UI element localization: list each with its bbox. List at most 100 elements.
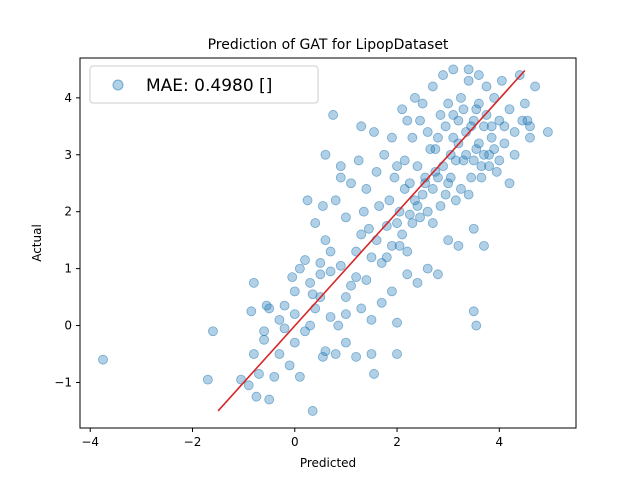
- x-tick-label: 0: [291, 435, 299, 449]
- scatter-point: [289, 309, 300, 320]
- scatter-point: [399, 155, 410, 166]
- scatter-point: [340, 337, 351, 348]
- scatter-point: [294, 371, 305, 382]
- y-tick-label: 0: [64, 319, 72, 333]
- scatter-point: [340, 309, 351, 320]
- scatter-point: [264, 394, 275, 405]
- scatter-point: [427, 218, 438, 228]
- scatter-point: [440, 189, 451, 200]
- legend-marker: [112, 79, 124, 91]
- scatter-point: [335, 260, 346, 271]
- y-tick-label: 3: [64, 148, 72, 162]
- scatter-point: [248, 277, 259, 288]
- scatter-point: [330, 349, 341, 359]
- scatter-point: [371, 166, 382, 177]
- scatter-point: [458, 104, 469, 115]
- legend: MAE: 0.4980 []: [89, 65, 319, 104]
- scatter-point: [468, 155, 479, 166]
- scatter-point: [402, 246, 413, 257]
- scatter-point: [335, 161, 346, 172]
- scatter-point: [361, 184, 372, 194]
- scatter-point: [476, 172, 487, 183]
- scatter-point: [381, 252, 392, 263]
- scatter-point: [366, 252, 377, 263]
- scatter-point: [486, 121, 497, 132]
- scatter-point: [456, 92, 466, 103]
- y-tick-label: 2: [64, 205, 72, 219]
- scatter-point: [371, 235, 382, 246]
- scatter-point: [453, 115, 464, 126]
- scatter-point: [435, 110, 446, 120]
- scatter-point: [320, 235, 331, 246]
- scatter-point: [525, 132, 535, 143]
- scatter-point: [317, 201, 328, 211]
- scatter-point: [287, 272, 298, 283]
- x-tick-label: −2: [184, 435, 202, 449]
- scatter-point: [402, 269, 413, 280]
- scatter-point: [445, 172, 456, 183]
- scatter-point: [491, 166, 502, 177]
- y-axis-ticks: −1 0 1 2 3 4: [54, 91, 80, 389]
- scatter-point: [463, 75, 474, 86]
- scatter-point: [394, 240, 405, 251]
- scatter-point: [259, 326, 269, 337]
- scatter-point: [517, 115, 528, 126]
- scatter-point: [208, 326, 218, 337]
- scatter-point: [325, 246, 336, 257]
- scatter-point: [243, 380, 254, 391]
- scatter-point: [254, 369, 264, 379]
- scatter-point: [481, 81, 492, 92]
- legend-label: MAE: 0.4980 []: [146, 76, 272, 96]
- scatter-point: [494, 155, 505, 166]
- scatter-point: [356, 303, 367, 314]
- scatter-point: [499, 121, 510, 132]
- scatter-point: [496, 75, 507, 86]
- scatter-point: [479, 240, 489, 251]
- scatter-point: [402, 115, 413, 126]
- scatter-point: [509, 149, 520, 160]
- scatter-point: [443, 98, 454, 109]
- scatter-point: [461, 149, 471, 160]
- scatter-point: [404, 209, 415, 220]
- scatter-point: [340, 212, 351, 223]
- scatter-point: [440, 121, 451, 132]
- x-tick-label: 2: [393, 435, 401, 449]
- scatter-point: [410, 195, 420, 206]
- scatter-point: [450, 155, 461, 166]
- scatter-point: [374, 201, 385, 211]
- scatter-point: [479, 121, 489, 132]
- x-axis-label: Predicted: [300, 456, 356, 470]
- scatter-point: [430, 144, 441, 154]
- scatter-point: [463, 64, 474, 75]
- scatter-point: [473, 98, 484, 109]
- scatter-point: [300, 255, 310, 265]
- scatter-point: [389, 172, 400, 183]
- scatter-point: [415, 115, 425, 126]
- scatter-point: [381, 221, 392, 231]
- scatter-point: [387, 132, 397, 143]
- scatter-point: [353, 155, 364, 166]
- scatter-point: [427, 184, 438, 194]
- scatter-point: [476, 161, 487, 172]
- scatter-point: [392, 161, 402, 172]
- scatter-point: [251, 391, 262, 402]
- scatter-point: [307, 289, 318, 300]
- fit-line: [217, 69, 526, 412]
- scatter-point: [422, 127, 433, 137]
- scatter-point: [427, 81, 438, 92]
- scatter-point: [525, 121, 535, 132]
- scatter-point: [274, 314, 285, 325]
- scatter-point: [486, 132, 497, 143]
- chart-title: Prediction of GAT for LipopDataset: [208, 37, 449, 53]
- scatter-point: [366, 314, 377, 325]
- scatter-point: [458, 155, 469, 166]
- y-tick-label: 1: [64, 262, 72, 276]
- scatter-point: [261, 300, 272, 311]
- scatter-point: [302, 195, 313, 206]
- scatter-point: [522, 115, 533, 126]
- scatter-point: [407, 132, 418, 143]
- scatter-point: [279, 323, 290, 334]
- scatter-point: [330, 195, 341, 206]
- scatter-point: [397, 104, 408, 115]
- scatter-point: [356, 121, 367, 132]
